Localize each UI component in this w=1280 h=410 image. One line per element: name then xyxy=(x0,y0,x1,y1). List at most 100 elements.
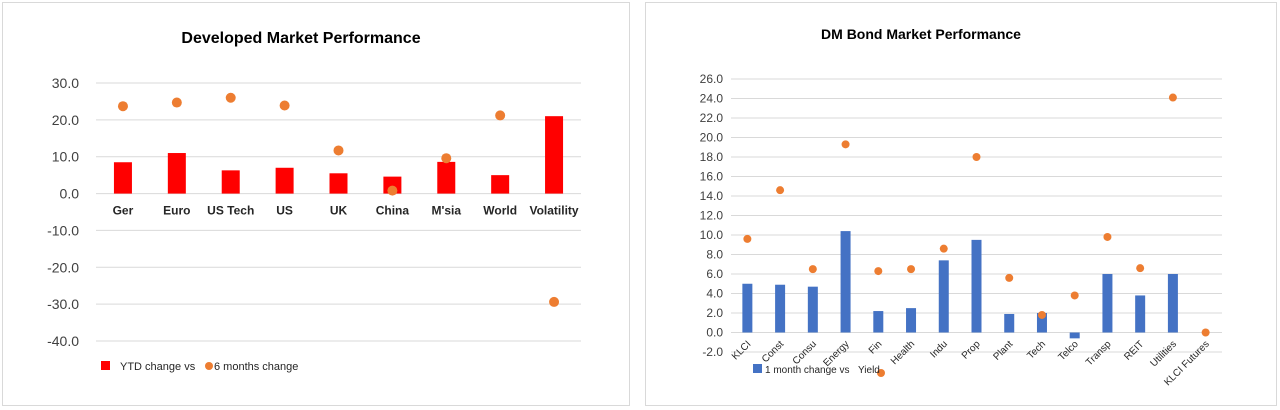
chart-title: DM Bond Market Performance xyxy=(821,26,1021,42)
scatter-series xyxy=(743,93,1210,337)
y-tick-label: -30.0 xyxy=(47,296,79,312)
bar-const xyxy=(775,284,786,333)
bar-world xyxy=(491,175,510,194)
bar-uk xyxy=(329,173,348,194)
x-tick-label: Fin xyxy=(867,339,885,357)
x-tick-label: World xyxy=(483,204,517,218)
y-axis-ticks: 30.0 20.0 10.0 0.0 -10.0 -20.0 -30.0 -40.0 xyxy=(47,75,79,349)
bar-plant xyxy=(1004,313,1015,333)
scatter-point xyxy=(441,153,452,164)
x-tick-label: Telco xyxy=(1057,339,1082,364)
y-tick-label: 8.0 xyxy=(706,248,723,262)
legend-label-scatter: 6 months change xyxy=(214,361,298,373)
bar-reit xyxy=(1135,295,1146,333)
y-tick-label: 14.0 xyxy=(700,189,724,203)
x-axis-categories: Ger Euro US Tech US UK China M'sia World Volatil… xyxy=(113,204,579,218)
bar-ger xyxy=(113,162,132,194)
scatter-point xyxy=(907,265,916,274)
legend-swatch-bar xyxy=(753,364,762,373)
y-tick-label: -2.0 xyxy=(702,345,723,359)
y-tick-label: -40.0 xyxy=(47,333,79,349)
x-tick-label: Utilities xyxy=(1148,339,1179,370)
y-tick-label: 20.0 xyxy=(700,131,724,145)
x-tick-label: Consu xyxy=(791,339,819,367)
legend: 1 month change vs Yield xyxy=(753,364,885,377)
y-tick-label: -20.0 xyxy=(47,259,79,275)
x-tick-label: US xyxy=(276,204,293,218)
legend-marker-scatter xyxy=(877,369,885,377)
y-tick-label: 26.0 xyxy=(700,72,724,86)
x-tick-label: Plant xyxy=(991,339,1015,363)
y-tick-label: 18.0 xyxy=(700,150,724,164)
bar-telco xyxy=(1069,332,1080,339)
scatter-point xyxy=(841,140,850,149)
scatter-point xyxy=(387,185,398,196)
bar-tech xyxy=(1036,313,1047,333)
y-tick-label: 22.0 xyxy=(700,111,724,125)
scatter-series xyxy=(117,92,560,307)
x-tick-label: Ger xyxy=(113,204,134,218)
developed-market-chart-panel: Developed Market Performance 30.0 20.0 10.… xyxy=(2,2,630,406)
bar-volatility xyxy=(545,116,564,194)
legend-label-scatter: Yield xyxy=(858,365,880,376)
scatter-point xyxy=(1201,328,1210,337)
x-tick-label: US Tech xyxy=(207,204,254,218)
bar-klci xyxy=(742,283,753,333)
x-tick-label: Health xyxy=(889,339,917,367)
legend-swatch-bar xyxy=(101,361,110,370)
y-tick-label: 0.0 xyxy=(60,186,80,202)
bar-prop xyxy=(971,239,982,333)
x-tick-label: Volatility xyxy=(529,204,578,218)
scatter-point xyxy=(1103,232,1112,241)
y-tick-label: 0.0 xyxy=(706,326,723,340)
bar-energy xyxy=(840,231,851,333)
bar-consu xyxy=(807,286,818,333)
y-tick-label: 2.0 xyxy=(706,306,723,320)
scatter-point xyxy=(1037,310,1046,319)
y-tick-label: 6.0 xyxy=(706,267,723,281)
bar-indu xyxy=(938,260,949,333)
legend-marker-scatter xyxy=(205,362,213,370)
scatter-point xyxy=(1070,291,1079,300)
developed-market-chart: Developed Market Performance 30.0 20.0 10.… xyxy=(47,30,581,373)
bar-m-sia xyxy=(437,161,456,194)
bar-euro xyxy=(167,153,186,194)
bar-health xyxy=(906,308,917,333)
bar-us-tech xyxy=(221,170,240,194)
bond-market-chart-panel: DM Bond Market Performance 26.0 24.0 22.0 2… xyxy=(645,2,1277,406)
bar-transp xyxy=(1102,274,1113,333)
bond-market-chart: DM Bond Market Performance 26.024.022.02… xyxy=(700,26,1222,389)
scatter-point xyxy=(939,244,948,253)
scatter-point xyxy=(874,267,883,276)
y-tick-label: 4.0 xyxy=(706,287,723,301)
scatter-point xyxy=(1168,93,1177,102)
scatter-point xyxy=(495,110,506,121)
legend: YTD change vs 6 months change xyxy=(101,361,298,373)
y-tick-label: 10.0 xyxy=(52,149,79,165)
x-tick-label: REIT xyxy=(1122,339,1146,363)
scatter-point xyxy=(1005,273,1014,282)
bar-utilities xyxy=(1167,274,1178,333)
y-tick-label: 16.0 xyxy=(700,170,724,184)
y-tick-label: 20.0 xyxy=(52,112,79,128)
y-tick-label: 10.0 xyxy=(700,228,724,242)
x-tick-label: UK xyxy=(330,204,348,218)
scatter-point xyxy=(743,234,752,243)
y-axis-ticks: 26.0 24.0 22.0 20.0 18.0 16.0 14.0 12.0 10.0 8.0 6… xyxy=(700,72,724,359)
x-tick-label: China xyxy=(376,204,410,218)
scatter-point xyxy=(549,296,560,307)
chart-title: Developed Market Performance xyxy=(181,30,420,47)
x-tick-label: Indu xyxy=(928,339,950,361)
x-tick-label: Transp xyxy=(1084,339,1114,369)
bar-fin xyxy=(873,311,884,333)
x-axis-categories: KLCI Const Consu Energy Fin Health Indu Prop Pla… xyxy=(730,339,1212,389)
y-tick-label: 12.0 xyxy=(700,209,724,223)
legend-label-bar: YTD change vs xyxy=(120,361,196,373)
scatter-point xyxy=(1136,264,1145,273)
bar-us xyxy=(275,167,294,194)
scatter-point xyxy=(776,186,785,195)
x-tick-label: KLCI xyxy=(730,339,754,363)
x-tick-label: M'sia xyxy=(432,204,462,218)
scatter-point xyxy=(171,97,182,108)
y-tick-label: 24.0 xyxy=(700,92,724,106)
